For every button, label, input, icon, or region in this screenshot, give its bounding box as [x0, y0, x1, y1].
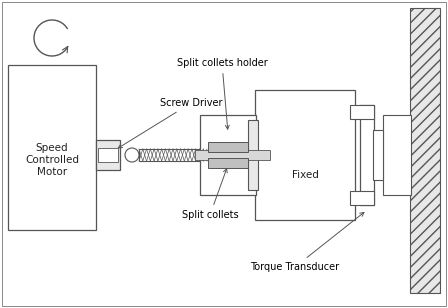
- Text: Split collets: Split collets: [182, 169, 238, 220]
- Circle shape: [125, 148, 139, 162]
- Text: Torque Transducer: Torque Transducer: [250, 213, 364, 272]
- Bar: [195, 150, 270, 160]
- Bar: [139, 149, 207, 161]
- Text: Split collets holder: Split collets holder: [177, 58, 267, 129]
- FancyArrowPatch shape: [210, 151, 215, 154]
- Bar: [255, 90, 355, 220]
- Bar: [200, 115, 256, 195]
- Text: Fixed: Fixed: [292, 169, 319, 180]
- Bar: [350, 191, 374, 205]
- Bar: [373, 130, 383, 180]
- Bar: [98, 148, 118, 162]
- FancyArrowPatch shape: [210, 156, 215, 159]
- Bar: [360, 105, 374, 205]
- Text: Screw Driver: Screw Driver: [118, 98, 223, 148]
- Bar: [8, 65, 96, 230]
- Bar: [96, 140, 120, 170]
- Bar: [350, 105, 374, 119]
- Bar: [208, 158, 248, 168]
- Bar: [383, 115, 411, 195]
- Bar: [248, 120, 258, 190]
- Bar: [410, 8, 440, 293]
- Bar: [208, 142, 248, 152]
- Text: Speed
Controlled
Motor: Speed Controlled Motor: [25, 144, 79, 176]
